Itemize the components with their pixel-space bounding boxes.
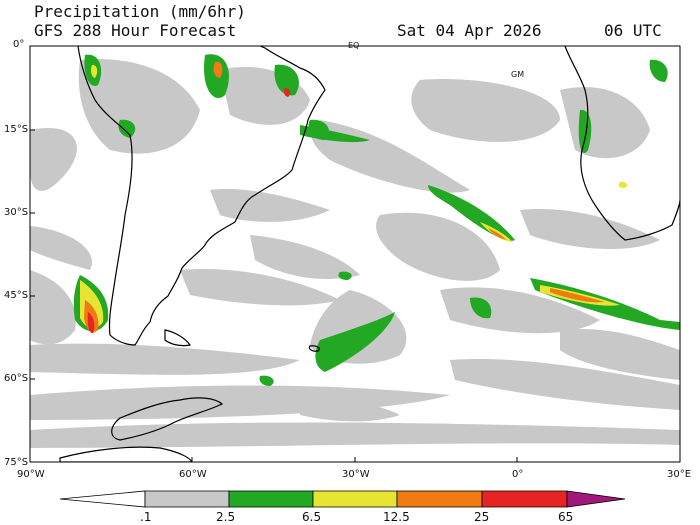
colorbar-tick: 25 [474, 510, 490, 524]
colorbar-segment [59, 490, 146, 508]
greenwich-label: GM [511, 70, 525, 79]
forecast-date: Sat 04 Apr 2026 [397, 21, 542, 40]
colorbar-segment [396, 490, 483, 508]
colorbar-segment [228, 490, 314, 508]
colorbar-segment [312, 490, 398, 508]
map-title: Precipitation (mm/6hr) [34, 2, 246, 21]
colorbar-segment [481, 490, 568, 508]
forecast-time: 06 UTC [604, 21, 662, 40]
model-label: GFS 288 Hour Forecast [34, 21, 237, 40]
colorbar-tick: 2.5 [216, 510, 236, 524]
lat-label-60s: 60°S [4, 373, 29, 384]
lat-label-0: 0° [13, 39, 25, 50]
colorbar-tick: 65 [558, 510, 574, 524]
colorbar [59, 490, 626, 508]
lon-label-60w: 60°W [179, 469, 207, 480]
colorbar-tick: .1 [140, 510, 152, 524]
heavy-precip-areas [80, 61, 628, 334]
lon-label-30w: 30°W [342, 469, 370, 480]
colorbar-segment [566, 490, 626, 508]
colorbar-segment [144, 490, 230, 508]
lon-label-0: 0° [512, 469, 524, 480]
equator-label: EQ [348, 41, 360, 50]
lat-label-45s: 45°S [4, 290, 29, 301]
colorbar-tick: 6.5 [302, 510, 322, 524]
colorbar-tick: 12.5 [383, 510, 410, 524]
lat-label-75s: 75°S [4, 457, 29, 468]
coastlines [59, 46, 680, 462]
lat-label-30s: 30°S [4, 207, 29, 218]
lon-label-30e: 30°E [667, 469, 692, 480]
lon-label-90w: 90°W [17, 469, 45, 480]
lat-label-15s: 15°S [4, 124, 29, 135]
